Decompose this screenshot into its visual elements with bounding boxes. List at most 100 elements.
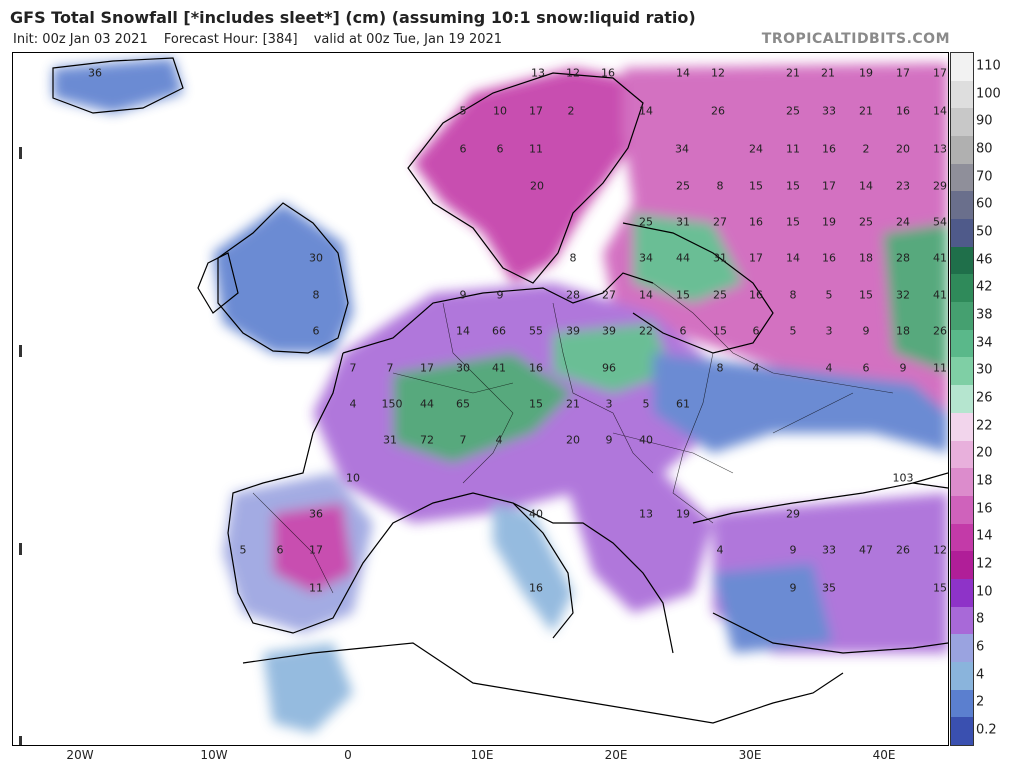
snowfall-value: 24 — [749, 142, 763, 156]
snowfall-value: 2 — [567, 104, 575, 118]
colorbar — [950, 52, 974, 746]
snowfall-value: 21 — [786, 66, 800, 80]
snowfall-value: 16 — [529, 581, 543, 595]
snow-patch-british-isles — [213, 203, 353, 353]
snow-patch-east-green-2 — [883, 223, 948, 373]
snowfall-value: 15 — [749, 179, 763, 193]
snow-patch-eastern-blue — [653, 353, 948, 453]
snowfall-value: 12 — [566, 66, 580, 80]
colorbar-label: 12 — [976, 556, 993, 572]
snowfall-value: 29 — [933, 179, 947, 193]
snowfall-value: 26 — [711, 104, 725, 118]
snowfall-value: 6 — [752, 324, 760, 338]
colorbar-swatch — [951, 578, 973, 608]
snowfall-value: 33 — [822, 104, 836, 118]
colorbar-swatch — [951, 717, 973, 746]
snowfall-value: 5 — [642, 397, 650, 411]
init-time: Init: 00z Jan 03 2021 — [13, 32, 148, 47]
colorbar-swatch — [951, 468, 973, 497]
snowfall-value: 14 — [859, 179, 873, 193]
snowfall-value: 44 — [420, 397, 434, 411]
colorbar-label: 34 — [976, 335, 993, 351]
snowfall-value: 14 — [639, 288, 653, 302]
colorbar-swatch — [951, 523, 973, 552]
colorbar-swatch — [951, 495, 973, 525]
snow-patch-carpathians — [553, 323, 673, 393]
snowfall-value: 3 — [825, 324, 833, 338]
colorbar-label: 0.2 — [976, 722, 997, 738]
snowfall-value: 4 — [716, 543, 724, 557]
snow-patch-scandinavia — [413, 68, 653, 283]
snowfall-value: 5 — [459, 104, 467, 118]
snowfall-value: 6 — [459, 142, 467, 156]
snowfall-value: 15 — [786, 179, 800, 193]
colorbar-label: 14 — [976, 528, 993, 544]
snowfall-value: 6 — [496, 142, 504, 156]
snow-patch-atlas — [263, 643, 353, 733]
snowfall-value: 9 — [789, 581, 797, 595]
snowfall-value: 103 — [892, 471, 914, 485]
snowfall-value: 34 — [675, 142, 689, 156]
lat-tick — [19, 147, 22, 159]
colorbar-label: 22 — [976, 418, 993, 434]
snowfall-value: 54 — [933, 215, 947, 229]
snowfall-value: 7 — [386, 361, 394, 375]
snowfall-value: 17 — [933, 66, 947, 80]
snowfall-value: 25 — [713, 288, 727, 302]
colorbar-label: 100 — [976, 86, 1001, 102]
colorbar-swatch — [951, 689, 973, 718]
snowfall-map[interactable] — [12, 52, 949, 746]
snowfall-value: 27 — [602, 288, 616, 302]
colorbar-label: 90 — [976, 113, 993, 129]
longitude-label: 10W — [200, 748, 228, 762]
colorbar-swatch — [951, 412, 973, 441]
snowfall-value: 6 — [679, 324, 687, 338]
colorbar-label: 80 — [976, 141, 993, 157]
colorbar-label: 8 — [976, 611, 985, 627]
snowfall-value: 21 — [566, 397, 580, 411]
snowfall-value: 28 — [566, 288, 580, 302]
snow-patch-turkey-blue — [713, 563, 833, 653]
snowfall-value: 15 — [859, 288, 873, 302]
snowfall-value: 23 — [896, 179, 910, 193]
colorbar-label: 110 — [976, 58, 1001, 74]
snowfall-value: 9 — [496, 288, 504, 302]
colorbar-swatch — [951, 302, 973, 331]
colorbar-label: 6 — [976, 639, 985, 655]
snowfall-value: 17 — [896, 66, 910, 80]
snowfall-value: 15 — [786, 215, 800, 229]
colorbar-label: 70 — [976, 169, 993, 185]
snowfall-value: 10 — [493, 104, 507, 118]
lat-tick — [19, 345, 22, 357]
snowfall-value: 31 — [676, 215, 690, 229]
colorbar-label: 18 — [976, 473, 993, 489]
snowfall-value: 13 — [531, 66, 545, 80]
snowfall-value: 16 — [896, 104, 910, 118]
snow-patch-balkans — [563, 463, 713, 613]
snowfall-value: 31 — [713, 251, 727, 265]
snowfall-value: 32 — [896, 288, 910, 302]
snowfall-value: 9 — [459, 288, 467, 302]
colorbar-label: 2 — [976, 694, 985, 710]
snow-patch-italy — [493, 503, 573, 633]
snowfall-value: 20 — [530, 179, 544, 193]
snowfall-value: 20 — [566, 433, 580, 447]
snowfall-value: 33 — [822, 543, 836, 557]
snowfall-value: 19 — [859, 66, 873, 80]
colorbar-swatch — [951, 53, 973, 82]
snowfall-value: 25 — [639, 215, 653, 229]
snowfall-value: 6 — [862, 361, 870, 375]
colorbar-label: 20 — [976, 445, 993, 461]
snowfall-value: 18 — [859, 251, 873, 265]
snowfall-value: 17 — [822, 179, 836, 193]
snow-patch-iceland — [53, 58, 183, 113]
snowfall-value: 29 — [786, 507, 800, 521]
snow-patch-alps — [393, 353, 573, 463]
snowfall-value: 21 — [821, 66, 835, 80]
map-svg — [52, 57, 948, 733]
forecast-hour: Forecast Hour: [384] — [163, 32, 298, 47]
snowfall-value: 18 — [896, 324, 910, 338]
colorbar-swatch — [951, 80, 973, 109]
snowfall-value: 3 — [605, 397, 613, 411]
lat-tick — [19, 543, 22, 555]
